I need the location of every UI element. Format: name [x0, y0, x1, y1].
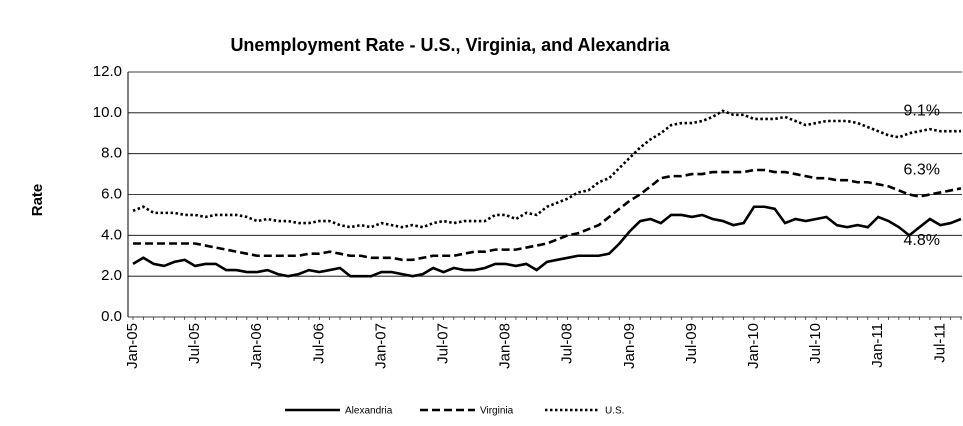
x-tick-label: Jul-08 — [559, 323, 576, 364]
end-label: 4.8% — [904, 232, 940, 249]
x-tick-label: Jan-09 — [621, 323, 638, 369]
x-tick-label: Jan-10 — [745, 323, 762, 369]
x-tick-label: Jan-06 — [248, 323, 265, 369]
series-line — [132, 205, 962, 278]
y-tick-label: 8.0 — [101, 145, 122, 162]
x-tick-label: Jul-11 — [931, 323, 948, 363]
x-tick-label: Jan-08 — [497, 323, 514, 369]
chart-title: Unemployment Rate - U.S., Virginia, and … — [230, 35, 670, 55]
end-label: 9.1% — [904, 102, 940, 119]
y-axis-label: Rate — [29, 184, 46, 217]
x-tick-label: Jan-11 — [869, 323, 886, 368]
x-tick-label: Jul-07 — [434, 323, 451, 364]
legend-label: Alexandria — [345, 406, 393, 417]
x-tick-label: Jul-09 — [683, 323, 700, 364]
legend-label: U.S. — [605, 406, 624, 417]
end-label: 6.3% — [904, 162, 940, 179]
legend-label: Virginia — [480, 406, 514, 417]
y-tick-label: 0.0 — [101, 308, 122, 325]
x-tick-label: Jul-10 — [807, 323, 824, 364]
series-line — [132, 109, 961, 229]
y-tick-label: 2.0 — [101, 267, 122, 284]
x-tick-label: Jul-06 — [310, 323, 327, 364]
y-tick-label: 10.0 — [93, 104, 122, 121]
series-line — [133, 168, 962, 262]
x-tick-label: Jul-05 — [186, 323, 203, 364]
x-tick-label: Jan-05 — [124, 323, 141, 369]
y-tick-label: 4.0 — [101, 226, 122, 243]
y-tick-label: 6.0 — [101, 185, 122, 202]
y-tick-label: 12.0 — [93, 63, 122, 80]
x-tick-label: Jan-07 — [372, 323, 389, 369]
